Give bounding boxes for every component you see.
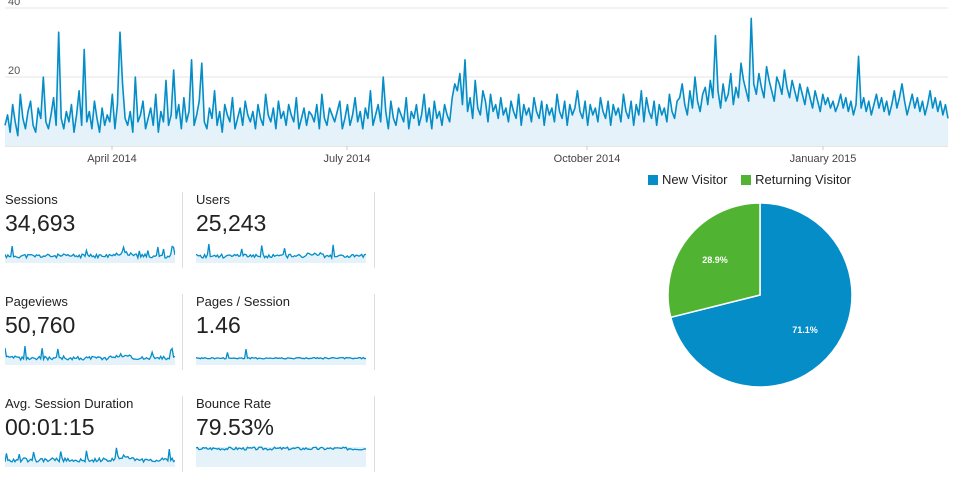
metric-value: 50,760 — [5, 312, 76, 338]
metric-value: 00:01:15 — [5, 414, 95, 440]
y-tick-label: 20 — [8, 65, 20, 77]
metric-value: 34,693 — [5, 210, 76, 236]
metric-value: 79.53% — [196, 414, 275, 440]
metric-label: Pageviews — [5, 294, 68, 309]
sparkline-area — [5, 447, 175, 467]
metric-label: Sessions — [5, 192, 58, 207]
sparkline — [5, 447, 175, 467]
sparkline-line — [5, 447, 175, 464]
sparkline-line — [196, 446, 366, 451]
divider — [182, 192, 183, 268]
metric-label: Users — [196, 192, 230, 207]
sparkline-line — [196, 243, 366, 261]
pie-slice-label: 28.9% — [702, 255, 728, 265]
metric-avg-session-duration[interactable]: Avg. Session Duration 00:01:15 — [5, 396, 175, 481]
sparkline-area — [196, 349, 366, 365]
pie-slice-label: 71.1% — [792, 325, 818, 335]
sparkline — [196, 446, 366, 467]
sparkline — [196, 348, 366, 365]
sparkline — [196, 243, 366, 263]
sparkline-line — [5, 345, 175, 362]
sparkline — [5, 345, 175, 365]
legend-swatch — [648, 175, 658, 185]
series-line-sessions — [4, 17, 949, 137]
sparkline-area — [196, 243, 366, 263]
sparkline-line — [5, 244, 175, 261]
sparkline-area — [5, 346, 175, 365]
metric-label: Bounce Rate — [196, 396, 272, 411]
legend-label: New Visitor — [662, 172, 728, 187]
metric-pageviews[interactable]: Pageviews 50,760 — [5, 294, 175, 379]
legend-item-new-visitor[interactable]: New Visitor — [648, 172, 728, 187]
metric-bounce-rate[interactable]: Bounce Rate 79.53% — [196, 396, 366, 481]
sessions-line-chart: 20 40 April 2014 July 2014 October 2014 Janua… — [4, 0, 949, 165]
metric-label: Avg. Session Duration — [5, 396, 134, 411]
metric-label: Pages / Session — [196, 294, 290, 309]
visitor-pie-chart: 71.1% 28.9% — [667, 202, 853, 388]
metric-value: 1.46 — [196, 312, 241, 338]
pie-legend: New Visitor Returning Visitor — [648, 172, 861, 187]
sparkline-line — [196, 348, 366, 360]
x-tick-label: October 2014 — [554, 153, 621, 165]
legend-label: Returning Visitor — [755, 172, 852, 187]
divider — [374, 396, 375, 472]
metric-sessions[interactable]: Sessions 34,693 — [5, 192, 175, 277]
divider — [182, 294, 183, 370]
metric-users[interactable]: Users 25,243 — [196, 192, 366, 277]
legend-item-returning-visitor[interactable]: Returning Visitor — [741, 172, 851, 187]
x-tick-label: April 2014 — [87, 153, 137, 165]
pie-slice-returning-visitor[interactable] — [667, 202, 761, 319]
x-tick-label: July 2014 — [323, 153, 370, 165]
y-tick-label: 40 — [8, 0, 20, 8]
sparkline — [5, 244, 175, 263]
x-tick-label: January 2015 — [790, 153, 857, 165]
legend-swatch — [741, 175, 752, 185]
metric-pages-per-session[interactable]: Pages / Session 1.46 — [196, 294, 366, 379]
pie-slice-new-visitor[interactable] — [669, 202, 853, 388]
divider — [374, 294, 375, 370]
sparkline-area — [5, 246, 175, 263]
metric-value: 25,243 — [196, 210, 267, 236]
divider — [182, 396, 183, 472]
sparkline-band — [196, 447, 366, 467]
divider — [374, 192, 375, 268]
